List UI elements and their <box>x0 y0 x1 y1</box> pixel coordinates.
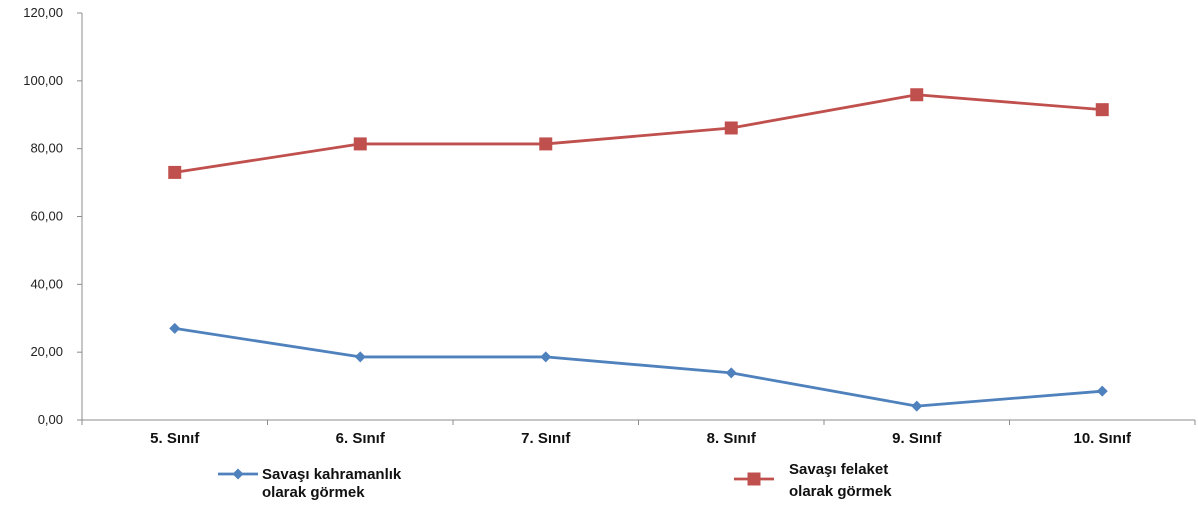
data-point-square <box>724 121 738 135</box>
legend-label: olarak görmek <box>262 484 365 501</box>
data-point-diamond <box>911 400 923 412</box>
x-tick-label: 8. Sınıf <box>707 430 757 447</box>
x-tick-label: 5. Sınıf <box>150 430 200 447</box>
data-point-diamond <box>1096 385 1108 397</box>
data-point-square <box>168 165 182 179</box>
data-point-diamond <box>232 468 244 480</box>
data-point-diamond <box>169 322 181 334</box>
x-axis: 5. Sınıf 6. Sınıf 7. Sınıf 8. Sınıf 9. Sınıf… <box>81 419 1196 447</box>
series-line <box>174 93 1103 174</box>
series-2 <box>168 88 1109 179</box>
y-axis: 0,00 20,00 40,00 60,00 80,00 100,00 120,00 <box>23 5 83 427</box>
legend-item-2: Savaşı felaket olarak görmek <box>734 461 892 500</box>
series-layer <box>168 88 1109 412</box>
data-point-square <box>747 472 761 486</box>
series-line <box>174 327 1103 408</box>
data-point-diamond <box>540 351 552 363</box>
x-tick-label: 10. Sınıf <box>1073 430 1132 447</box>
x-tick-label: 6. Sınıf <box>336 430 386 447</box>
data-point-square <box>539 137 553 151</box>
y-tick-label: 0,00 <box>38 412 63 427</box>
legend-label: Savaşı kahramanlık <box>262 466 402 483</box>
y-tick-label: 120,00 <box>23 5 63 20</box>
y-tick-label: 100,00 <box>23 73 63 88</box>
y-tick-label: 40,00 <box>30 276 63 291</box>
y-tick-label: 80,00 <box>30 141 63 156</box>
legend-label: olarak görmek <box>789 483 892 500</box>
x-tick-label: 9. Sınıf <box>892 430 942 447</box>
data-point-diamond <box>354 351 366 363</box>
data-point-square <box>910 88 924 102</box>
y-tick-label: 20,00 <box>30 344 63 359</box>
legend-label: Savaşı felaket <box>789 461 888 478</box>
x-tick-label: 7. Sınıf <box>521 430 571 447</box>
data-point-square <box>353 137 367 151</box>
series-1 <box>169 322 1108 412</box>
data-point-square <box>1095 103 1109 117</box>
data-point-diamond <box>725 367 737 379</box>
y-tick-label: 60,00 <box>30 209 63 224</box>
